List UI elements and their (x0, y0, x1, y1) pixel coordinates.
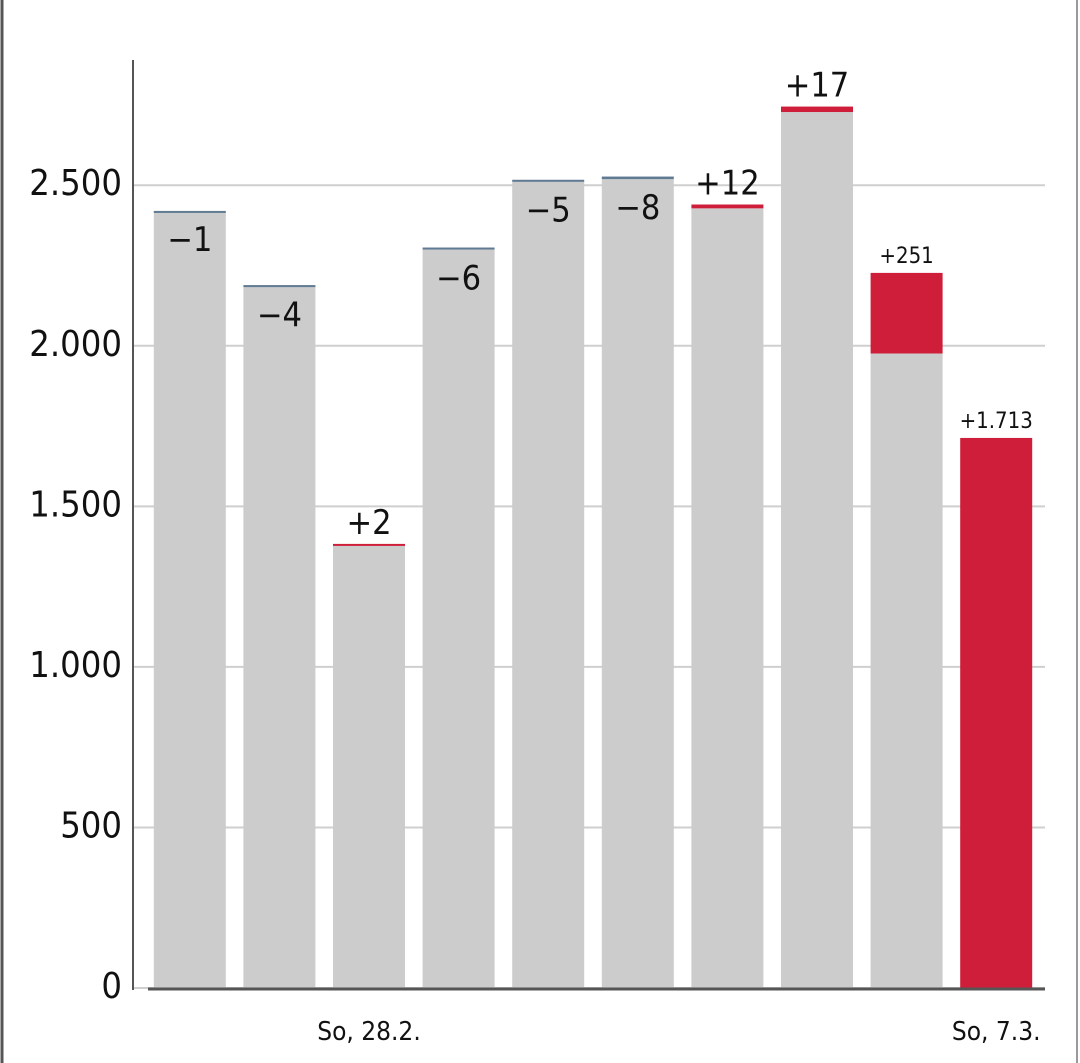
labels: 0 500 1.000 1.500 2.000 2.500 −1 −4 +2 So, 28.2. −… (29, 66, 1040, 1047)
value-label: +2 (346, 503, 391, 543)
bar (512, 181, 585, 988)
y-tick-label: 2.000 (29, 324, 122, 365)
value-label: −8 (615, 188, 660, 228)
change-segment (870, 272, 943, 354)
x-tick-label: So, 28.2. (317, 1017, 421, 1047)
bar (243, 286, 316, 988)
change-segment (781, 106, 853, 113)
bar (781, 112, 853, 988)
value-label: +17 (785, 66, 850, 106)
bar (691, 208, 764, 988)
y-tick-label: 0 (101, 966, 122, 1007)
change-segment (422, 247, 495, 250)
change-segment (601, 176, 674, 180)
y-tick-label: 2.500 (29, 163, 122, 204)
bar (870, 353, 943, 988)
change-segment (512, 179, 585, 182)
value-label: −6 (436, 258, 481, 298)
value-label: +1.713 (960, 409, 1033, 434)
bar (422, 249, 495, 988)
value-label: +251 (879, 244, 933, 269)
y-tick-label: 500 (60, 805, 122, 846)
bar (153, 211, 226, 988)
x-tick-label: So, 7.3. (952, 1017, 1041, 1047)
bar (333, 544, 405, 988)
change-segment (960, 437, 1033, 988)
change-segment (691, 204, 764, 209)
bars (153, 106, 1033, 988)
change-segment (153, 210, 226, 213)
value-label: −4 (257, 295, 302, 335)
y-tick-label: 1.500 (29, 484, 122, 525)
change-segment (333, 543, 405, 546)
value-label: +12 (695, 163, 760, 203)
value-label: −5 (526, 190, 571, 230)
value-label: −1 (167, 220, 212, 260)
bar (601, 179, 674, 988)
y-tick-label: 1.000 (29, 645, 122, 686)
change-segment (243, 285, 316, 288)
